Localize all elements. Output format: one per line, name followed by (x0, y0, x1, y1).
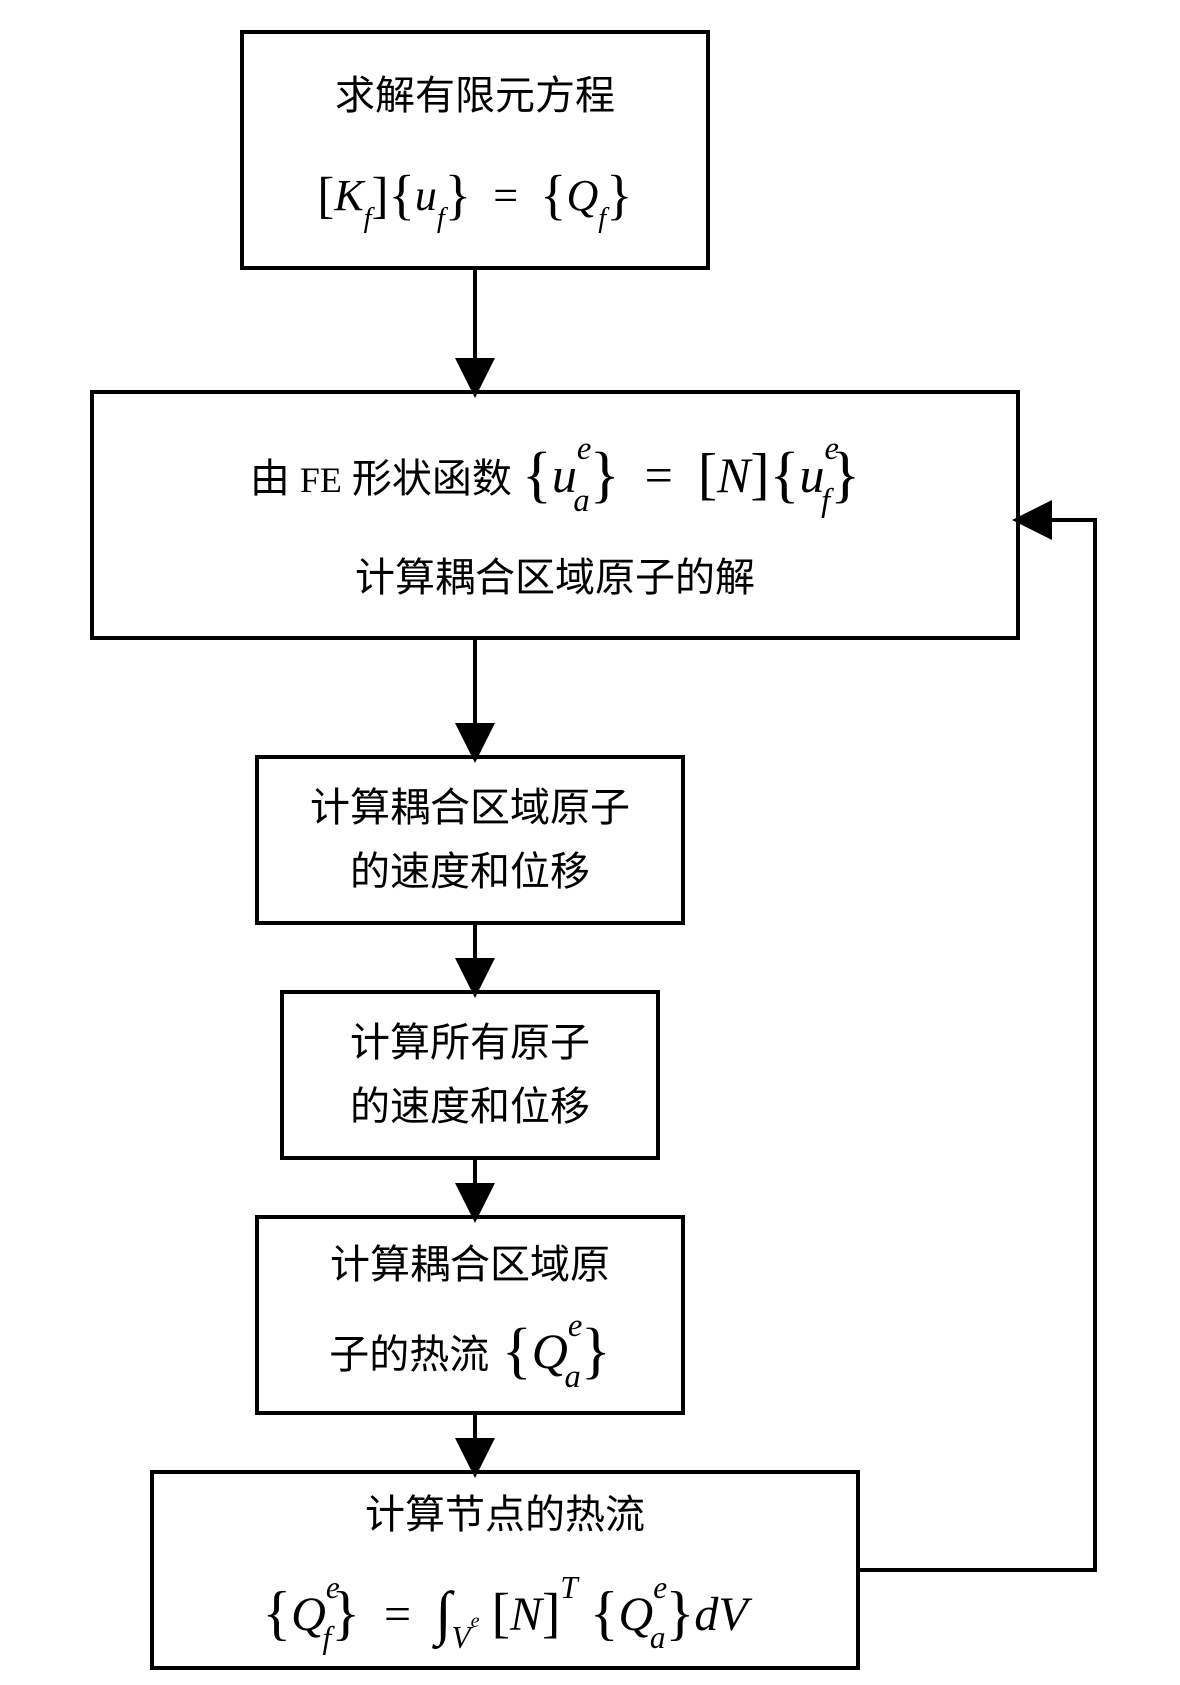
node1-line1: 求解有限元方程 (335, 64, 615, 128)
node-all-velocity-displacement: 计算所有原子 的速度和位移 (280, 990, 660, 1160)
node2-line2: 计算耦合区域原子的解 (355, 546, 755, 610)
node-coupling-velocity-displacement: 计算耦合区域原子 的速度和位移 (255, 755, 685, 925)
node5-line2: 子的热流 {Qea} (329, 1297, 610, 1397)
node3-line1: 计算耦合区域原子 (310, 776, 630, 840)
node-node-heat-flow: 计算节点的热流 {Qef} = ∫Ve [N]T {Qea}dV (150, 1470, 860, 1670)
node4-line1: 计算所有原子 (350, 1011, 590, 1075)
node1-equation: [Kf]{uf} = {Qf} (317, 148, 632, 236)
node-coupling-heat-flow: 计算耦合区域原 子的热流 {Qea} (255, 1215, 685, 1415)
node4-line2: 的速度和位移 (350, 1075, 590, 1139)
node2-line1: 由 FE 形状函数 {uea} = [N]{uef} (250, 421, 860, 521)
node5-line1: 计算耦合区域原 (330, 1233, 610, 1297)
node3-line2: 的速度和位移 (350, 840, 590, 904)
node6-equation: {Qef} = ∫Ve [N]T {Qea}dV (262, 1562, 747, 1658)
node6-line1: 计算节点的热流 (365, 1483, 645, 1547)
node-shape-function: 由 FE 形状函数 {uea} = [N]{uef} 计算耦合区域原子的解 (90, 390, 1020, 640)
node-solve-fe-equation: 求解有限元方程 [Kf]{uf} = {Qf} (240, 30, 710, 270)
